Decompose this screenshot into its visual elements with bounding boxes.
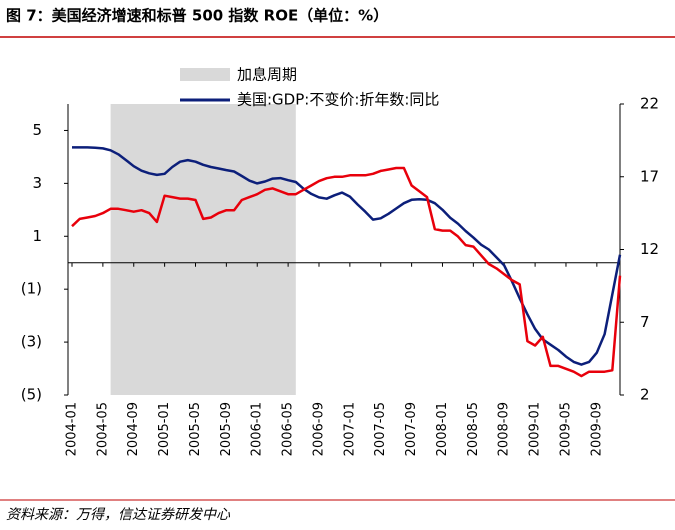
x-tick-label: 2008-05 — [466, 402, 481, 456]
x-tick-label: 2005-05 — [188, 402, 203, 456]
x-tick-label: 2007-05 — [373, 402, 388, 456]
y-tick-label: 1 — [32, 227, 42, 245]
shade-band — [110, 104, 296, 395]
x-tick-label: 2007-09 — [404, 402, 419, 456]
series-line — [71, 166, 622, 378]
x-tick-label: 2007-01 — [342, 402, 357, 456]
legend-label: 加息周期 — [237, 66, 297, 84]
x-tick-label: 2006-01 — [250, 402, 265, 456]
chart-title: 图 7：美国经济增速和标普 500 指数 ROE（单位：%） — [6, 7, 388, 25]
source: 资料来源：万得，信达证券研发中心 — [6, 507, 231, 523]
y2-tick-label: 17 — [640, 167, 659, 185]
series-line — [72, 146, 622, 366]
x-tick-label: 2008-09 — [497, 402, 512, 456]
x-tick-label: 2004-09 — [126, 402, 141, 456]
x-tick-label: 2009-01 — [528, 402, 543, 456]
x-tick-label: 2009-05 — [558, 402, 573, 456]
y2-tick-label: 22 — [640, 95, 659, 113]
x-tick-label: 2004-05 — [95, 402, 110, 456]
y2-tick-label: 7 — [640, 313, 650, 331]
x-tick-label: 2009-09 — [589, 402, 604, 456]
y2-tick-label: 12 — [640, 240, 659, 258]
x-tick-label: 2005-01 — [157, 402, 172, 456]
y-tick-label: 3 — [32, 174, 42, 192]
y-tick-label: (1) — [21, 280, 42, 298]
x-tick-label: 2006-05 — [281, 402, 296, 456]
y-tick-label: 5 — [32, 121, 42, 139]
x-tick-label: 2004-01 — [65, 402, 80, 456]
y-tick-label: (5) — [21, 386, 42, 404]
y-tick-label: (3) — [21, 333, 42, 351]
x-tick-label: 2008-01 — [435, 402, 450, 456]
y2-tick-label: 2 — [640, 386, 650, 404]
legend-label: 美国:GDP:不变价:折年数:同比 — [237, 91, 439, 109]
x-tick-label: 2006-09 — [311, 402, 326, 456]
x-tick-label: 2005-09 — [219, 402, 234, 456]
legend-swatch — [180, 68, 230, 81]
